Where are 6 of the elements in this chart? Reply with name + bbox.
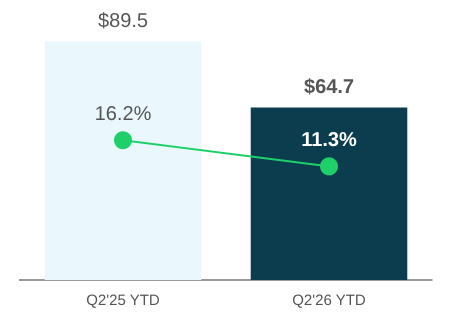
data-label: $89.5 (98, 10, 148, 32)
x-tick-label: Q2'25 YTD (86, 292, 160, 310)
data-label: 16.2% (94, 102, 152, 125)
data-label: 11.3% (301, 128, 358, 151)
x-tick-label: Q2'26 YTD (292, 292, 366, 310)
data-label: $64.7 (304, 76, 354, 98)
